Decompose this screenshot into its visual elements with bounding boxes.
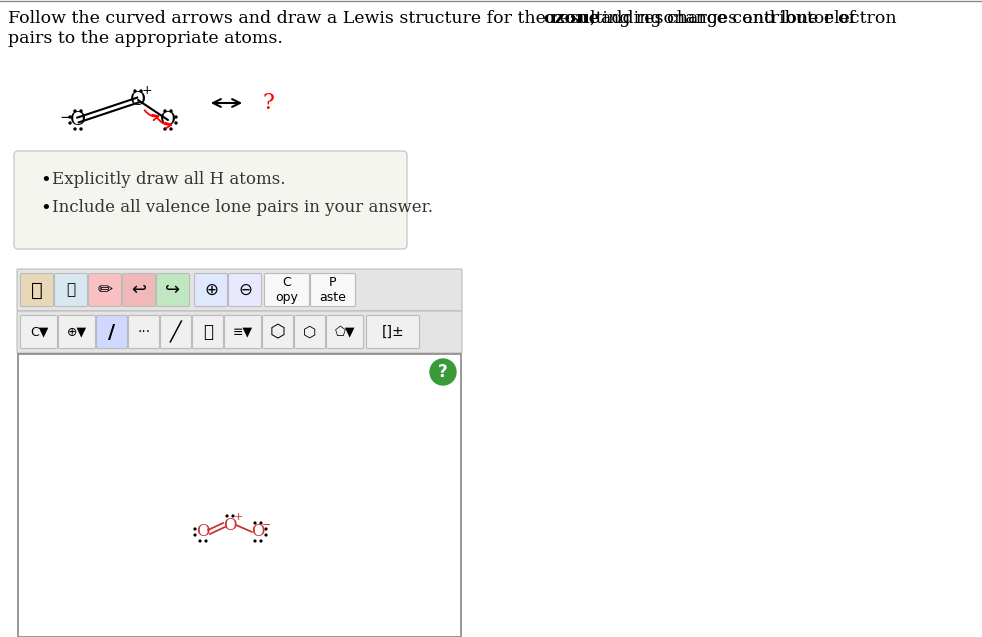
Text: ⬡: ⬡ xyxy=(270,323,286,341)
Text: ⬡: ⬡ xyxy=(303,324,316,340)
Circle shape xyxy=(164,110,166,112)
Circle shape xyxy=(170,128,172,130)
FancyBboxPatch shape xyxy=(262,315,294,348)
Circle shape xyxy=(226,515,228,517)
Circle shape xyxy=(260,522,262,524)
Circle shape xyxy=(265,534,267,536)
FancyBboxPatch shape xyxy=(96,315,128,348)
Text: ⬠▼: ⬠▼ xyxy=(335,326,355,338)
FancyBboxPatch shape xyxy=(264,273,309,306)
FancyBboxPatch shape xyxy=(225,315,261,348)
Circle shape xyxy=(199,540,201,542)
Circle shape xyxy=(140,90,142,92)
Circle shape xyxy=(205,540,207,542)
Text: ···: ··· xyxy=(137,325,150,339)
Circle shape xyxy=(430,359,456,385)
FancyBboxPatch shape xyxy=(129,315,159,348)
Text: , adding charges and lone electron: , adding charges and lone electron xyxy=(590,10,897,27)
Text: C▼: C▼ xyxy=(29,326,48,338)
FancyBboxPatch shape xyxy=(17,311,462,353)
FancyBboxPatch shape xyxy=(156,273,190,306)
Text: •: • xyxy=(40,171,51,189)
FancyBboxPatch shape xyxy=(194,273,228,306)
Text: ╱: ╱ xyxy=(170,321,182,343)
FancyBboxPatch shape xyxy=(366,315,419,348)
Text: ⊕: ⊕ xyxy=(204,281,218,299)
Circle shape xyxy=(194,534,195,536)
Circle shape xyxy=(69,122,71,124)
Circle shape xyxy=(170,110,172,112)
Text: −: − xyxy=(262,520,272,530)
Circle shape xyxy=(175,122,177,124)
Circle shape xyxy=(74,128,76,130)
Text: ozone: ozone xyxy=(543,10,600,27)
FancyBboxPatch shape xyxy=(21,315,58,348)
Text: pairs to the appropriate atoms.: pairs to the appropriate atoms. xyxy=(8,30,283,47)
Text: ⊕▼: ⊕▼ xyxy=(67,326,87,338)
FancyBboxPatch shape xyxy=(295,315,325,348)
Circle shape xyxy=(194,528,195,530)
Circle shape xyxy=(175,116,177,118)
Text: Explicitly draw all H atoms.: Explicitly draw all H atoms. xyxy=(52,171,286,188)
Text: Follow the curved arrows and draw a Lewis structure for the resulting resonance : Follow the curved arrows and draw a Lewi… xyxy=(8,10,860,27)
Text: O: O xyxy=(251,524,265,541)
Text: O: O xyxy=(196,524,210,541)
FancyBboxPatch shape xyxy=(160,315,191,348)
Text: −: − xyxy=(60,110,73,125)
Text: ↩: ↩ xyxy=(132,281,146,299)
Text: ⫽: ⫽ xyxy=(203,323,213,341)
Text: []±: []± xyxy=(382,325,405,339)
Circle shape xyxy=(254,540,256,542)
FancyBboxPatch shape xyxy=(326,315,363,348)
Circle shape xyxy=(265,528,267,530)
Text: C
opy: C opy xyxy=(276,276,299,304)
Text: Include all valence lone pairs in your answer.: Include all valence lone pairs in your a… xyxy=(52,199,433,216)
Circle shape xyxy=(232,515,234,517)
Bar xyxy=(18,354,461,637)
Text: /: / xyxy=(108,322,116,341)
Text: 🧪: 🧪 xyxy=(67,282,76,297)
Text: ✋: ✋ xyxy=(31,280,43,299)
Text: O: O xyxy=(70,111,86,129)
Circle shape xyxy=(134,90,136,92)
Text: •: • xyxy=(40,199,51,217)
Text: ?: ? xyxy=(262,92,274,114)
Text: ✏: ✏ xyxy=(97,281,113,299)
FancyBboxPatch shape xyxy=(88,273,122,306)
FancyBboxPatch shape xyxy=(21,273,53,306)
Circle shape xyxy=(260,540,262,542)
Text: O: O xyxy=(160,111,176,129)
Text: ↪: ↪ xyxy=(165,281,181,299)
FancyBboxPatch shape xyxy=(59,315,95,348)
FancyBboxPatch shape xyxy=(123,273,155,306)
FancyBboxPatch shape xyxy=(54,273,87,306)
Text: ≡▼: ≡▼ xyxy=(233,326,253,338)
Text: +: + xyxy=(141,83,152,96)
FancyBboxPatch shape xyxy=(17,269,462,311)
Circle shape xyxy=(80,128,82,130)
Text: ⊖: ⊖ xyxy=(238,281,252,299)
FancyBboxPatch shape xyxy=(14,151,407,249)
Circle shape xyxy=(69,116,71,118)
FancyBboxPatch shape xyxy=(192,315,224,348)
Circle shape xyxy=(74,110,76,112)
Text: P
aste: P aste xyxy=(319,276,347,304)
Circle shape xyxy=(254,522,256,524)
FancyBboxPatch shape xyxy=(310,273,355,306)
Text: +: + xyxy=(234,512,243,522)
Text: O: O xyxy=(130,91,146,109)
Text: O: O xyxy=(223,517,237,534)
Circle shape xyxy=(80,110,82,112)
Text: ?: ? xyxy=(438,363,448,381)
Circle shape xyxy=(164,128,166,130)
FancyBboxPatch shape xyxy=(229,273,261,306)
